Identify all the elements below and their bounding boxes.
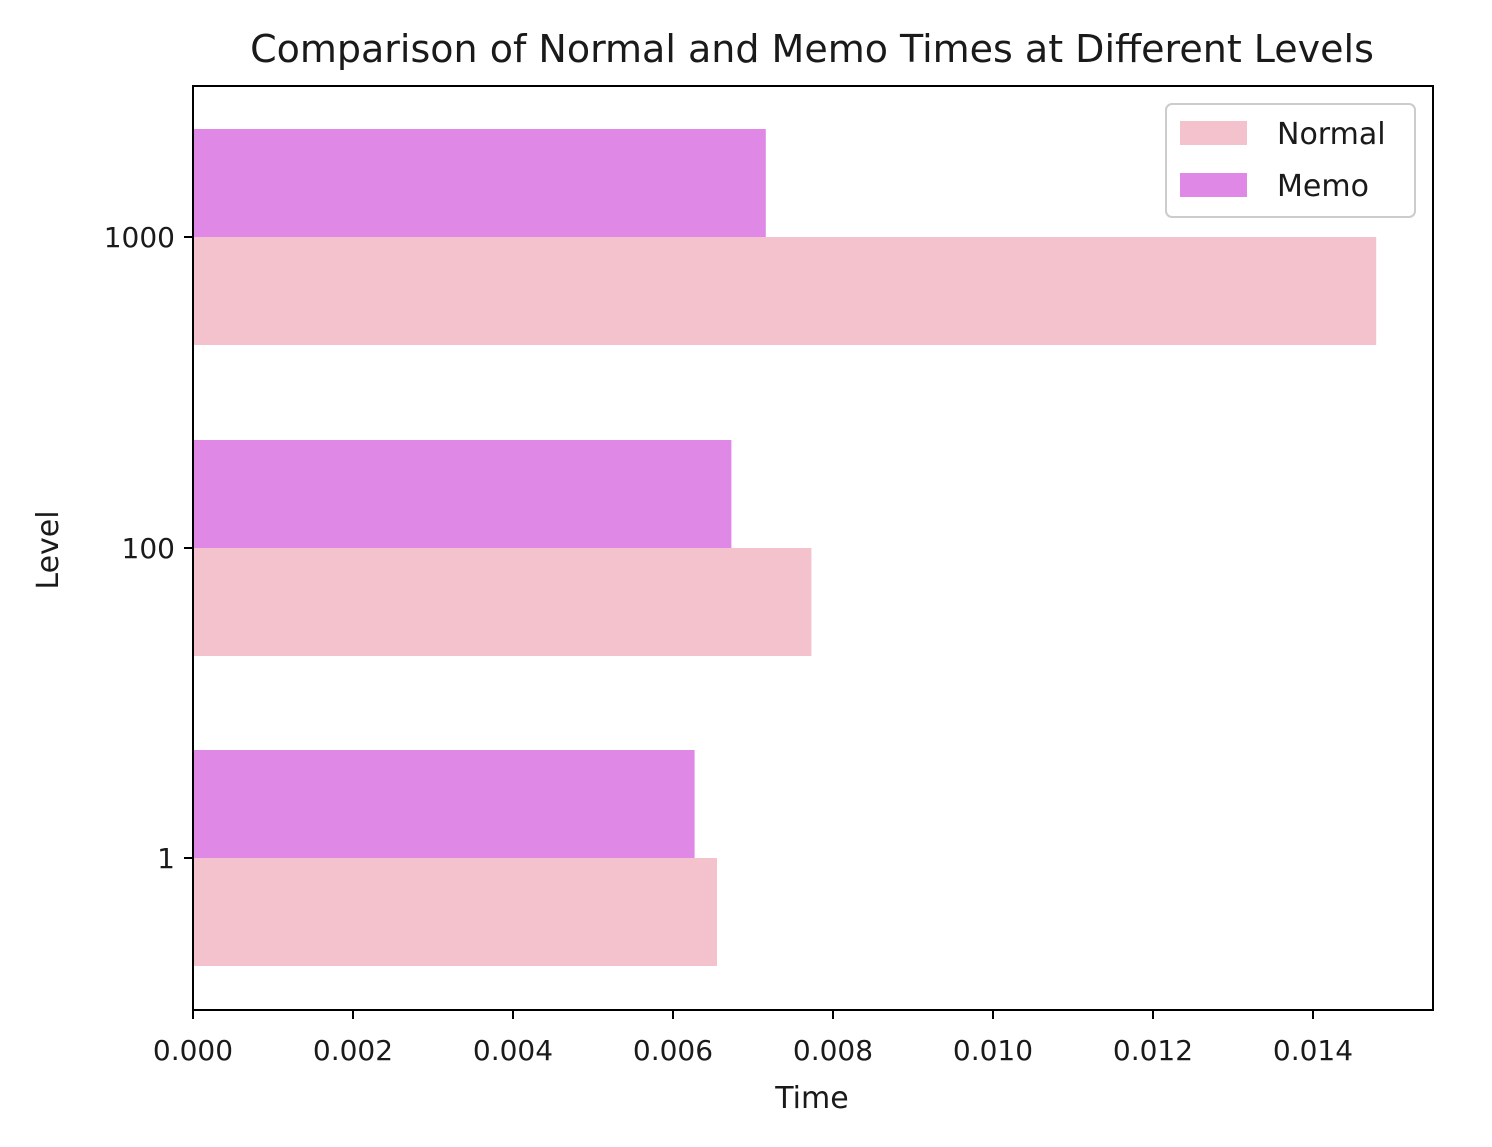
bar-memo-level-1 [193,750,695,858]
bar-normal-level-1000 [193,237,1377,345]
y-axis-label: Level [31,510,66,589]
x-tick-label: 0.000 [153,1034,233,1067]
bar-normal-level-1 [193,858,717,966]
x-tick-label: 0.002 [313,1034,393,1067]
bar-memo-level-100 [193,440,732,548]
x-tick-label: 0.004 [473,1034,553,1067]
x-axis: 0.000 0.002 0.004 0.006 0.008 0.010 0.012 0.014 [153,1010,1353,1067]
x-tick-label: 0.008 [793,1034,873,1067]
y-tick-label: 1000 [104,221,175,254]
x-tick-label: 0.014 [1273,1034,1353,1067]
bar-normal-level-100 [193,548,812,656]
y-tick-label: 100 [122,532,175,565]
x-tick-label: 0.012 [1113,1034,1193,1067]
legend-swatch-memo [1180,173,1247,197]
legend-swatch-normal [1180,121,1247,145]
bars-layer [193,129,1377,966]
x-tick-label: 0.006 [633,1034,713,1067]
x-tick-label: 0.010 [953,1034,1033,1067]
legend: Normal Memo [1165,103,1416,218]
x-axis-label: Time [774,1081,848,1116]
legend-label-normal: Normal [1277,117,1386,152]
bar-memo-level-1000 [193,129,766,237]
y-tick-label: 1 [157,842,175,875]
chart-title: Comparison of Normal and Memo Times at D… [250,27,1374,71]
y-axis: 1 100 1000 [104,221,193,875]
legend-label-memo: Memo [1277,169,1369,204]
